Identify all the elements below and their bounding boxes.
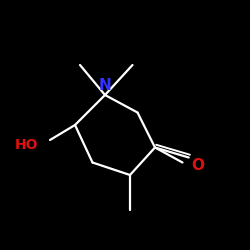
Text: HO: HO (15, 138, 39, 152)
Text: N: N (98, 78, 112, 92)
Text: O: O (191, 158, 204, 172)
